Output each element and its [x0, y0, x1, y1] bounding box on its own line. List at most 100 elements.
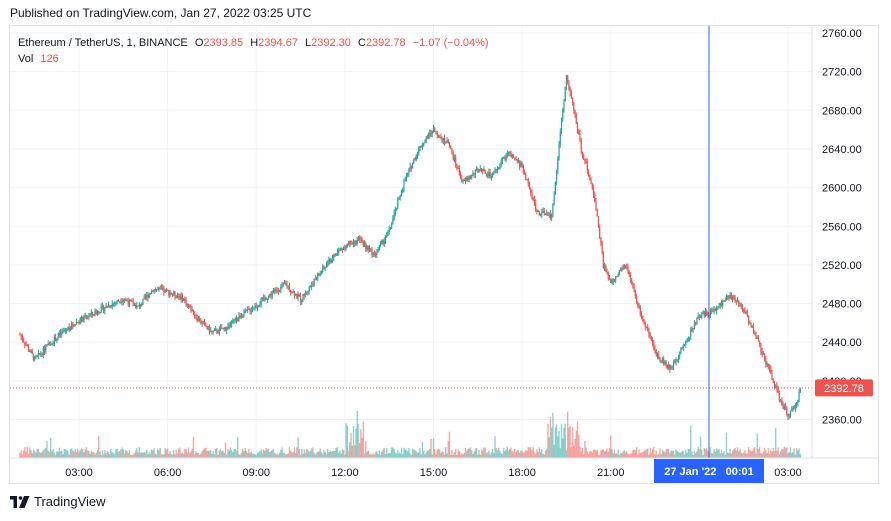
- candle-body: [727, 295, 729, 298]
- volume-bar: [575, 430, 577, 458]
- candle-body: [487, 173, 489, 177]
- volume-bar: [523, 452, 526, 458]
- candle-body: [702, 311, 704, 314]
- candle-body: [128, 299, 131, 305]
- candle-body: [286, 283, 288, 287]
- candle-body: [733, 296, 735, 298]
- volume-bar: [692, 454, 694, 458]
- candle-body: [766, 363, 768, 365]
- candle-body: [203, 321, 206, 324]
- candle-body: [650, 336, 652, 341]
- candle-body: [575, 114, 577, 124]
- volume-bar: [766, 453, 768, 458]
- candle-body: [686, 341, 688, 343]
- volume-bar: [51, 451, 53, 458]
- candle-body: [504, 157, 506, 160]
- volume-bar: [386, 447, 388, 458]
- candle-body: [180, 294, 182, 300]
- volume-bar: [205, 448, 207, 458]
- tradingview-brand[interactable]: TradingView: [10, 494, 106, 509]
- volume-bar: [144, 452, 147, 458]
- volume-bar: [710, 453, 713, 458]
- volume-bar: [248, 448, 250, 458]
- candle-body: [776, 385, 778, 389]
- close-value: 2392.78: [365, 37, 406, 49]
- volume-bar: [564, 423, 566, 458]
- volume-bar: [342, 450, 345, 458]
- volume-bar: [680, 452, 682, 458]
- volume-bar: [786, 447, 788, 458]
- volume-bar: [297, 437, 299, 458]
- symbol-name[interactable]: Ethereum / TetherUS, 1, BINANCE: [18, 37, 188, 49]
- candle-body: [351, 243, 353, 245]
- candle-body: [595, 200, 597, 210]
- candle-body: [480, 168, 483, 170]
- candle-body: [303, 293, 305, 296]
- volume-bar: [515, 451, 517, 458]
- candle-body: [295, 294, 297, 296]
- candle-body: [311, 284, 313, 287]
- candle-body: [418, 147, 420, 155]
- volume-bar: [781, 449, 783, 458]
- candle-body: [136, 305, 138, 309]
- candle-body: [122, 299, 124, 302]
- candle-body: [312, 284, 314, 286]
- candle-body: [740, 304, 742, 307]
- volume-bar: [697, 447, 699, 458]
- candle-body: [356, 240, 358, 244]
- volume-bar: [345, 423, 347, 458]
- volume-bar: [185, 448, 187, 458]
- candle-body: [45, 346, 47, 352]
- open-value: 2393.85: [203, 37, 244, 49]
- candle-body: [386, 233, 388, 238]
- volume-bar: [772, 447, 774, 458]
- volume-bar: [745, 453, 747, 458]
- candle-body: [23, 339, 25, 343]
- candle-body: [592, 188, 595, 195]
- volume-bar: [715, 448, 718, 458]
- volume-bar: [639, 453, 641, 458]
- volume-bar: [197, 453, 200, 458]
- candle-body: [228, 325, 230, 329]
- candle-body: [739, 304, 741, 307]
- volume-bar: [589, 451, 591, 458]
- volume-bar: [539, 452, 542, 458]
- time-axis: 03:00 06:00 09:00 12:00 15:00 18:00 21:00 03:00: [65, 467, 802, 479]
- volume-bar: [649, 447, 651, 458]
- candle-body: [528, 184, 531, 190]
- volume-bar: [667, 448, 670, 458]
- candle-body: [768, 366, 771, 370]
- volume-bar: [793, 448, 795, 458]
- volume-bar: [254, 454, 256, 458]
- volume-bar: [757, 448, 760, 458]
- volume-bar: [294, 453, 297, 458]
- candle-body: [42, 347, 44, 355]
- volume-bar: [368, 454, 371, 458]
- candle-body: [211, 330, 213, 332]
- volume-bar: [171, 454, 174, 458]
- volume-bar: [698, 448, 701, 458]
- candle-body: [116, 300, 118, 303]
- volume-bar: [365, 441, 367, 458]
- candle-body: [469, 176, 472, 178]
- volume-bar: [291, 452, 293, 458]
- volume-bar: [489, 454, 491, 458]
- volume-bar: [121, 447, 123, 458]
- candle-body: [664, 362, 666, 365]
- candle-body: [612, 279, 614, 283]
- volume-bar: [388, 452, 390, 458]
- candle-body: [587, 170, 590, 175]
- candle-body: [87, 316, 89, 318]
- volume-bar: [738, 451, 740, 458]
- volume-bar: [38, 452, 41, 458]
- volume-bar: [526, 451, 528, 458]
- candle-body: [243, 313, 245, 318]
- volume-bar: [541, 449, 543, 458]
- candle-body: [797, 400, 799, 403]
- candle-body: [137, 305, 139, 307]
- volume-bar: [744, 450, 746, 458]
- volume-bar: [474, 448, 477, 458]
- volume-bar: [22, 450, 25, 458]
- candle-body: [471, 174, 473, 178]
